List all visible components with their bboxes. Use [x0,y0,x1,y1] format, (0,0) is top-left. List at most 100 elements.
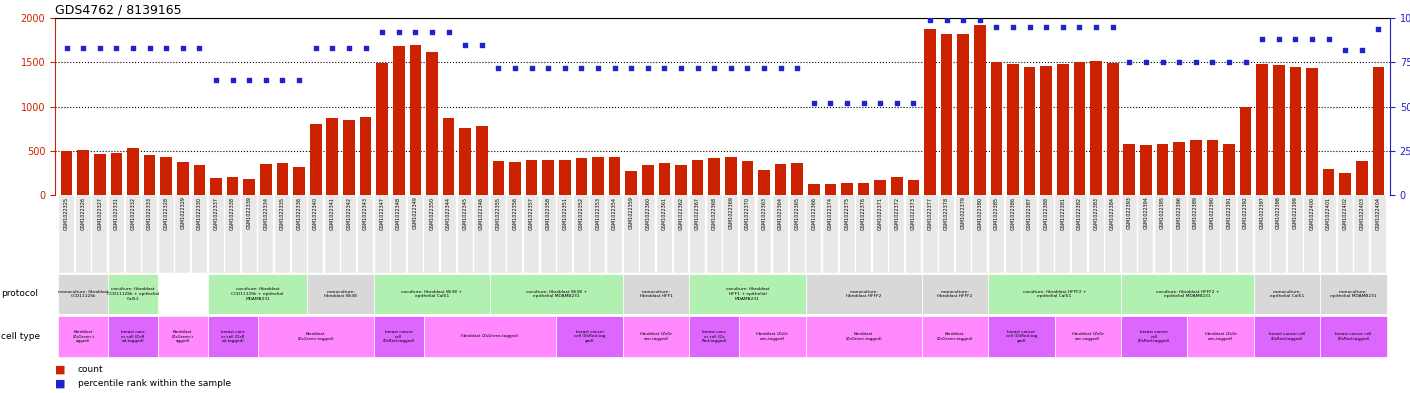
Bar [1290,67,1301,195]
Bar [259,164,272,195]
FancyBboxPatch shape [805,274,922,314]
Point [537,64,560,71]
Text: monoculture: fibroblast
CCD1112Sk: monoculture: fibroblast CCD1112Sk [58,290,109,298]
FancyBboxPatch shape [723,195,739,273]
FancyBboxPatch shape [873,195,888,273]
Point [288,77,310,83]
Text: GSM1022360: GSM1022360 [646,196,650,230]
Text: GSM1022374: GSM1022374 [828,196,833,230]
Bar [1239,107,1251,195]
Text: monoculture:
epithelial MDAMB231: monoculture: epithelial MDAMB231 [1330,290,1376,298]
Bar [492,162,505,195]
Text: GSM1022393: GSM1022393 [1127,196,1132,230]
FancyBboxPatch shape [640,195,656,273]
Text: GSM1022395: GSM1022395 [1160,196,1165,230]
FancyBboxPatch shape [1238,195,1253,273]
Text: fibroblast
(ZsGreen-t
agged): fibroblast (ZsGreen-t agged) [172,330,195,343]
Text: GSM1022343: GSM1022343 [362,196,368,230]
FancyBboxPatch shape [1022,195,1038,273]
Bar [1323,169,1334,195]
Bar [924,29,936,195]
FancyBboxPatch shape [623,274,689,314]
FancyBboxPatch shape [890,195,904,273]
Text: GSM1022372: GSM1022372 [894,196,900,230]
Point [221,77,244,83]
FancyBboxPatch shape [823,195,838,273]
Text: GSM1022377: GSM1022377 [928,196,932,230]
Point [371,29,393,35]
Bar [443,118,454,195]
Bar [460,128,471,195]
Text: GSM1022335: GSM1022335 [281,196,285,230]
Point [471,41,494,48]
FancyBboxPatch shape [1005,195,1021,273]
Text: GSM1022386: GSM1022386 [1011,196,1015,230]
Text: GSM1022354: GSM1022354 [612,196,618,230]
Text: GSM1022361: GSM1022361 [661,196,667,230]
Text: GSM1022384: GSM1022384 [1110,196,1115,230]
Point [1334,47,1356,53]
Text: GSM1022340: GSM1022340 [313,196,319,230]
Text: GSM1022380: GSM1022380 [977,196,983,230]
Text: breast cancer cell
(DsRed-tagged): breast cancer cell (DsRed-tagged) [1269,332,1306,341]
Point [238,77,261,83]
Text: GSM1022337: GSM1022337 [213,196,219,230]
Point [802,100,825,106]
FancyBboxPatch shape [1221,195,1237,273]
FancyBboxPatch shape [192,195,207,273]
Text: GDS4762 / 8139165: GDS4762 / 8139165 [55,3,182,16]
Text: GSM1022346: GSM1022346 [479,196,484,230]
Text: GSM1022369: GSM1022369 [729,196,733,230]
FancyBboxPatch shape [341,195,357,273]
FancyBboxPatch shape [973,195,987,273]
Point [1368,26,1390,32]
Text: fibroblast (ZsGr
een-tagged): fibroblast (ZsGr een-tagged) [756,332,788,341]
Bar [1306,68,1318,195]
Text: GSM1022347: GSM1022347 [379,196,385,230]
FancyBboxPatch shape [1072,195,1087,273]
Text: GSM1022397: GSM1022397 [1259,196,1265,230]
Bar [178,162,189,195]
FancyBboxPatch shape [689,195,705,273]
FancyBboxPatch shape [939,195,955,273]
Bar [692,160,704,195]
Point [670,64,692,71]
Bar [276,163,288,195]
Bar [543,160,554,195]
FancyBboxPatch shape [773,195,788,273]
Point [554,64,577,71]
Text: GSM1022336: GSM1022336 [296,196,302,230]
Bar [61,151,72,195]
FancyBboxPatch shape [375,195,389,273]
Point [72,45,94,51]
Point [1001,24,1024,30]
Bar [808,184,819,195]
Text: GSM1022331: GSM1022331 [114,196,118,230]
FancyBboxPatch shape [424,195,440,273]
Text: GSM1022402: GSM1022402 [1342,196,1348,230]
Bar [1273,65,1285,195]
FancyBboxPatch shape [907,195,921,273]
FancyBboxPatch shape [1320,316,1386,357]
Point [255,77,278,83]
FancyBboxPatch shape [956,195,970,273]
FancyBboxPatch shape [258,195,274,273]
FancyBboxPatch shape [1089,195,1104,273]
Bar [1024,67,1035,195]
FancyBboxPatch shape [209,195,224,273]
Bar [742,162,753,195]
Text: fibroblast
(ZsGreen-t
agged): fibroblast (ZsGreen-t agged) [72,330,94,343]
Point [902,100,925,106]
Bar [1041,66,1052,195]
Bar [509,162,520,195]
Point [486,64,509,71]
Bar [110,153,123,195]
Point [1101,24,1124,30]
Text: monoculture:
epithelial Cal51: monoculture: epithelial Cal51 [1270,290,1304,298]
Text: GSM1022403: GSM1022403 [1359,196,1365,230]
Text: GSM1022329: GSM1022329 [180,196,185,230]
Text: GSM1022364: GSM1022364 [778,196,783,230]
FancyBboxPatch shape [142,195,157,273]
Text: GSM1022387: GSM1022387 [1026,196,1032,230]
Text: GSM1022344: GSM1022344 [446,196,451,230]
